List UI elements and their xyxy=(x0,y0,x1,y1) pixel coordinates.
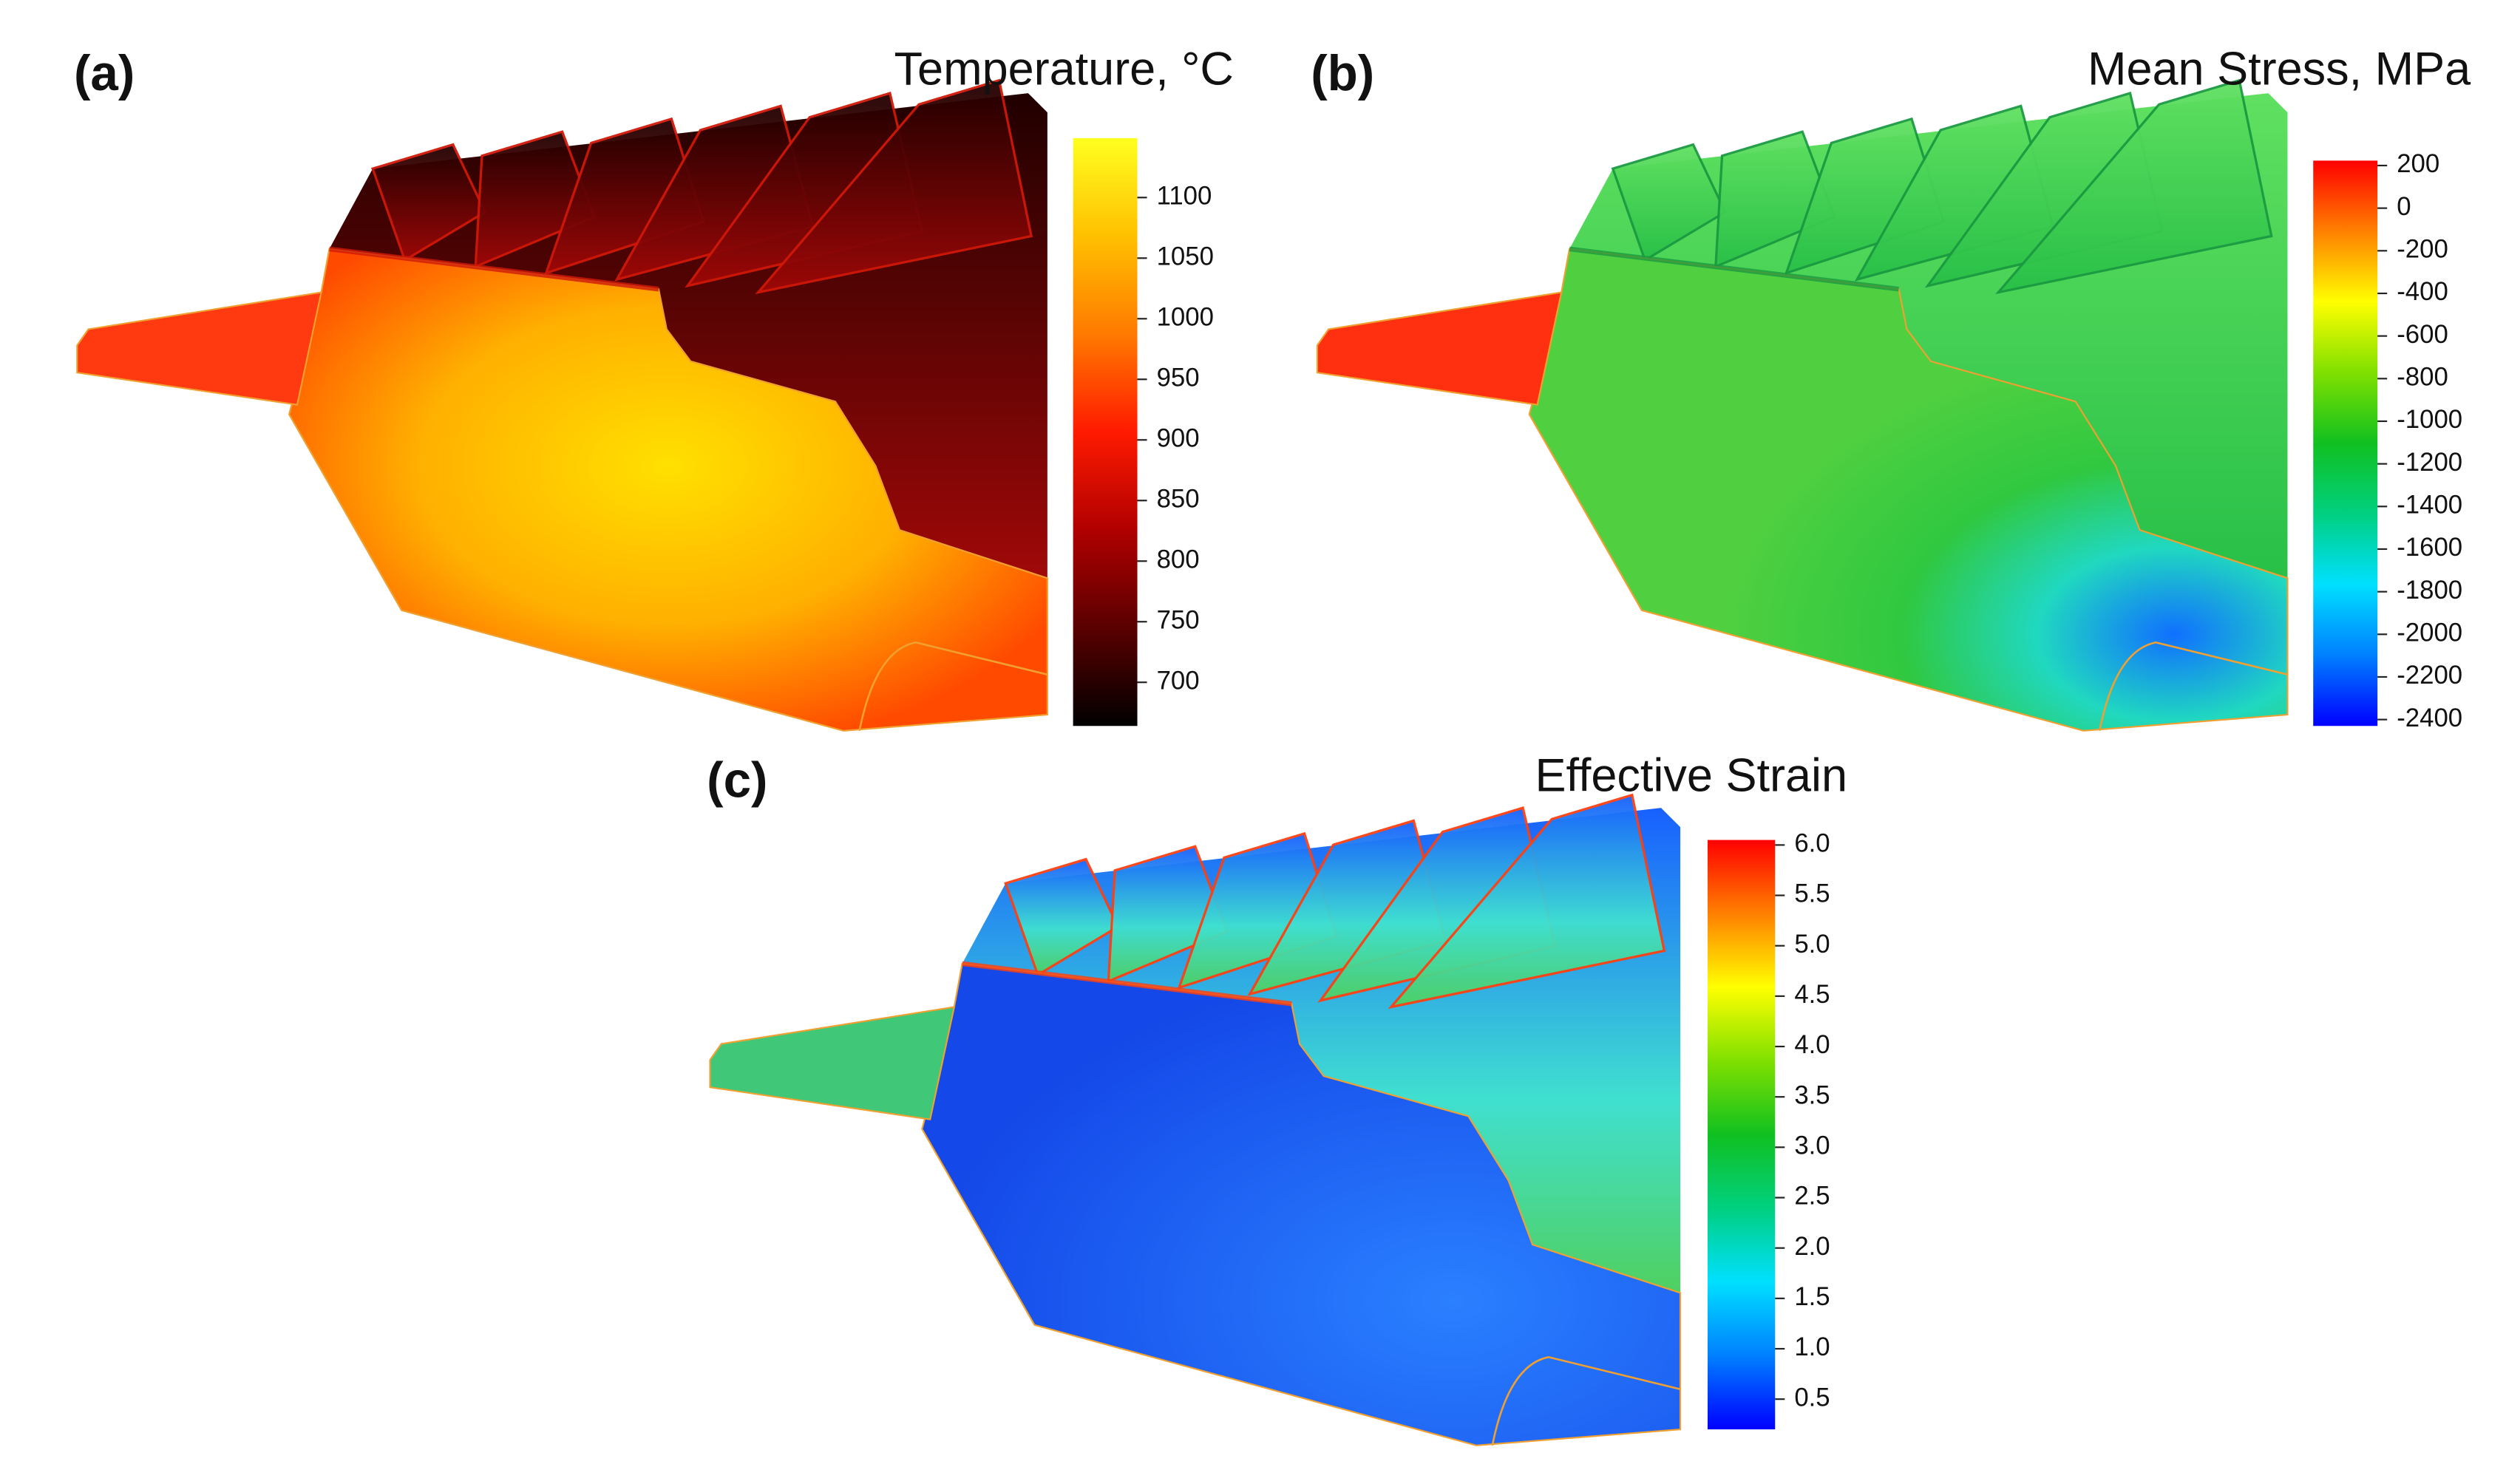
colorbar-tick-label: 5.5 xyxy=(1794,880,1830,908)
panel: (c) Effective Strain 0.5 1.0 1.5 2.0 2.5 3.0 3.5… xyxy=(707,750,1847,1446)
colorbar-tick-label: -400 xyxy=(2397,278,2448,306)
part-flange xyxy=(1316,291,1563,406)
panel-label: (b) xyxy=(1311,46,1374,101)
panel-title: Effective Strain xyxy=(1535,750,1847,802)
colorbar-tick-label: 1050 xyxy=(1157,242,1214,270)
part-outline xyxy=(1491,1355,1681,1446)
part-flange xyxy=(76,291,323,406)
colorbar-tick-label: 850 xyxy=(1157,485,1200,513)
gear-tooth xyxy=(755,78,1033,295)
panel-title: Temperature, °C xyxy=(894,43,1234,95)
colorbar-tick-label: -2200 xyxy=(2397,661,2462,690)
colorbar-tick-label: -1000 xyxy=(2397,406,2462,434)
colorbar-tick-label: 4.5 xyxy=(1794,981,1830,1009)
part-outline xyxy=(2098,641,2288,732)
colorbar-tick-label: 1.5 xyxy=(1794,1283,1830,1311)
colorbar-tick-label: -1600 xyxy=(2397,534,2462,562)
colorbar-tick-label: -1800 xyxy=(2397,576,2462,605)
colorbar-tick-label: 750 xyxy=(1157,606,1200,634)
colorbar-tick-label: 900 xyxy=(1157,424,1200,452)
part-flange xyxy=(709,1006,956,1120)
part-edge xyxy=(962,961,1292,1007)
part-edge xyxy=(1569,246,1899,292)
panel-label: (a) xyxy=(74,46,135,101)
colorbar-tick-label: -2400 xyxy=(2397,704,2462,732)
colorbar-tick-label: -1400 xyxy=(2397,491,2462,519)
colorbar xyxy=(1707,840,1776,1430)
colorbar-tick-label: 950 xyxy=(1157,364,1200,392)
panel-title: Mean Stress, MPa xyxy=(2088,43,2471,95)
colorbar-tick-label: 0.5 xyxy=(1794,1383,1830,1412)
part-outline xyxy=(858,641,1048,732)
colorbar-tick-label: 1100 xyxy=(1157,182,1212,210)
colorbar-tick-label: 200 xyxy=(2397,150,2439,178)
gear-tooth xyxy=(1388,793,1666,1010)
colorbar xyxy=(2313,160,2378,726)
colorbar-tick-label: -200 xyxy=(2397,235,2448,263)
panel: (a) Temperature, °C 700 750 800 850 900 950 1000… xyxy=(74,43,1234,732)
part-edge xyxy=(329,246,659,292)
gear-tooth xyxy=(1994,78,2273,295)
colorbar-tick-label: 800 xyxy=(1157,545,1200,573)
colorbar-tick-label: 3.5 xyxy=(1794,1081,1830,1109)
colorbar-tick-label: 0 xyxy=(2397,193,2411,221)
colorbar-tick-label: 2.0 xyxy=(1794,1233,1830,1261)
colorbar-tick-label: 1000 xyxy=(1157,303,1214,331)
colorbar-tick-label: -2000 xyxy=(2397,619,2462,647)
part-body xyxy=(921,962,1682,1446)
colorbar-tick-label: 5.0 xyxy=(1794,930,1830,959)
colorbar-tick-label: 700 xyxy=(1157,667,1200,695)
colorbar-tick-label: 1.0 xyxy=(1794,1333,1830,1361)
part-body xyxy=(288,248,1048,732)
part-model xyxy=(709,793,1682,1446)
colorbar-tick-label: 3.0 xyxy=(1794,1132,1830,1160)
colorbar-tick-label: -600 xyxy=(2397,321,2448,349)
colorbar xyxy=(1073,137,1138,726)
panel-label: (c) xyxy=(707,752,767,808)
part-model xyxy=(76,78,1048,732)
part-model xyxy=(1316,78,2289,732)
colorbar-tick-label: 2.5 xyxy=(1794,1182,1830,1211)
colorbar-tick-label: -1200 xyxy=(2397,449,2462,477)
panel: (b) Mean Stress, MPa-2400-2200-2000-1800-… xyxy=(1311,43,2471,732)
part-body xyxy=(1528,248,2289,732)
colorbar-tick-label: 6.0 xyxy=(1794,830,1830,858)
colorbar-tick-label: 4.0 xyxy=(1794,1031,1830,1059)
colorbar-tick-label: -800 xyxy=(2397,363,2448,391)
